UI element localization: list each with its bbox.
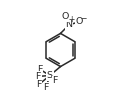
Text: −: − — [80, 15, 86, 24]
Text: F: F — [52, 76, 58, 85]
Text: F: F — [36, 80, 42, 89]
Text: +: + — [68, 15, 75, 24]
Text: O: O — [76, 17, 83, 26]
Text: F: F — [37, 65, 43, 74]
Text: F: F — [43, 83, 49, 92]
Text: F: F — [35, 72, 41, 81]
Text: N: N — [65, 20, 72, 29]
Text: O: O — [61, 12, 69, 21]
Text: S: S — [47, 71, 53, 80]
